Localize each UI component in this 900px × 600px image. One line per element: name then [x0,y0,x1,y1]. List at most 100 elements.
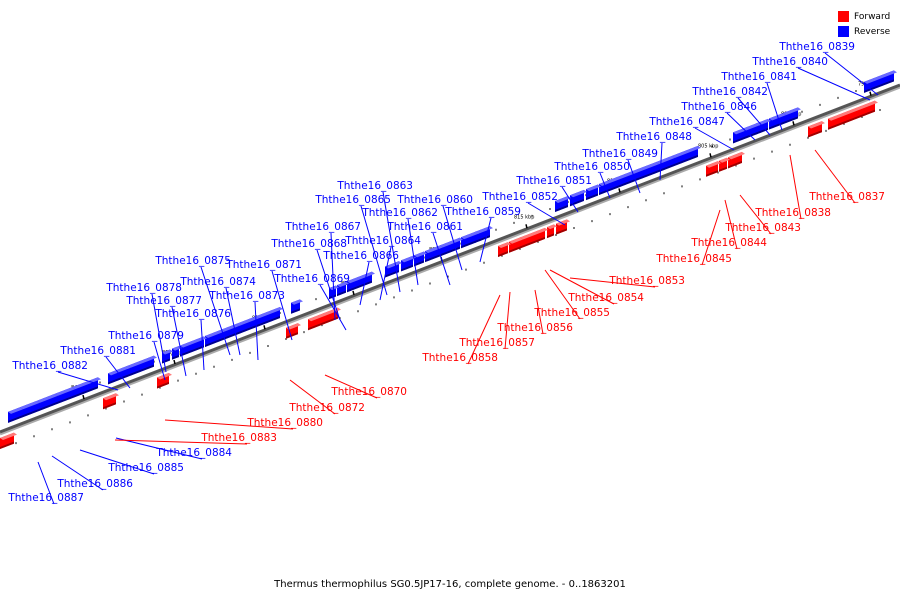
reverse-gene [401,255,416,272]
leader-line [153,341,166,381]
reverse-gene [555,196,571,213]
reverse-gene-label: Ththe16_0875 [154,255,231,267]
gene-shade [547,233,554,239]
gene-shade [222,333,236,341]
reverse-gene-label: Ththe16_0877 [125,295,202,307]
reverse-gene-label: Ththe16_0839 [778,41,855,53]
gene-highlight [599,162,659,187]
forward-gene-label: Ththe16_0858 [421,352,498,364]
leader-line [534,289,544,335]
forward-gene [808,121,825,138]
gene-highlight [828,100,878,121]
leader-line [164,419,294,430]
genome-caption: Thermus thermophilus SG0.5JP17-16, compl… [274,579,626,590]
reverse-gene-label: Ththe16_0851 [515,175,592,187]
forward-gene [0,432,17,449]
forward-gene-label: Ththe16_0880 [246,417,323,429]
gene-highlight [37,393,58,403]
reverse-gene-label: Ththe16_0850 [553,161,630,173]
forward-gene-label: Ththe16_0843 [724,222,801,234]
reverse-gene [586,184,601,201]
sequence-line-shadow [0,85,900,436]
legend-reverse-label: Reverse [854,26,891,37]
forward-gene [103,393,119,410]
reverse-gene [425,245,443,263]
leader-line [739,194,772,235]
leader-line [200,266,231,356]
reverse-gene-label: Ththe16_0865 [314,194,391,206]
legend-forward-label: Forward [854,11,891,22]
reverse-gene [733,122,761,144]
reverse-gene [461,231,479,249]
leader-line [200,319,205,371]
gene-highlight [498,242,511,248]
reverse-gene [475,226,493,243]
reverse-gene-label: Ththe16_0862 [361,207,438,219]
sequence-line-main [0,83,900,434]
gene-highlight [556,219,570,226]
leader-line [544,269,581,320]
forward-gene [728,151,745,169]
leader-line [694,127,735,151]
gene-shade [157,381,169,389]
reverse-gene-label: Ththe16_0849 [581,148,658,160]
forward-gene [157,372,172,389]
gene-highlight [222,324,239,332]
reverse-gene [108,365,131,385]
leader-line [324,374,378,399]
reverse-gene-label: Ththe16_0852 [481,191,558,203]
leader-line [479,217,492,263]
leader-line [724,199,738,250]
leader-line [701,209,721,266]
gene-highlight [520,227,548,240]
leader-line [115,437,203,460]
forward-gene-label: Ththe16_0845 [655,253,732,265]
forward-gene-label: Ththe16_0838 [754,207,831,219]
reverse-gene-label: Ththe16_0876 [154,308,231,320]
gene-highlight [256,307,283,319]
reverse-gene [128,355,157,377]
gene-highlight [719,157,730,163]
tick-mark [618,188,621,193]
gene-shade [719,166,727,172]
leader-line [442,205,463,271]
leader-line [360,205,388,296]
leader-line [549,269,615,305]
leader-line [407,218,419,286]
reverse-swatch [838,26,849,37]
reverse-gene [291,299,303,314]
leader-line [316,249,341,321]
gene-highlight [706,161,721,168]
leader-line [824,52,879,96]
leader-line [289,379,336,415]
gene-highlight [157,372,172,380]
gene-highlight [555,196,571,204]
gene-shade [103,402,116,410]
gene-highlight [103,393,119,401]
forward-gene-label: Ththe16_0854 [567,292,644,304]
reverse-gene-label: Ththe16_0887 [7,492,84,504]
gene-highlight [728,151,745,160]
reverse-gene [205,329,225,347]
gene-highlight [286,323,301,330]
reverse-gene-label: Ththe16_0885 [107,462,184,474]
leader-line [171,306,187,377]
leader-line [726,112,756,141]
reverse-gene-label: Ththe16_0863 [336,180,413,192]
reverse-gene-label: Ththe16_0869 [273,273,350,285]
gene-highlight [783,107,801,116]
gene-highlight [401,255,416,263]
gene-highlight [55,387,75,396]
gene-highlight [547,224,557,230]
forward-gene-label: Ththe16_0856 [496,322,573,334]
forward-gene-label: Ththe16_0872 [288,402,365,414]
gene-highlight [586,184,601,192]
reverse-gene-label: Ththe16_0847 [648,116,725,128]
gene-shade [828,109,875,130]
reverse-gene [180,336,207,357]
forward-gene [498,242,511,257]
gene-highlight [509,237,523,244]
leader-line [254,301,259,361]
tick-label: 815 kbp [514,214,534,220]
forward-gene [706,161,721,177]
